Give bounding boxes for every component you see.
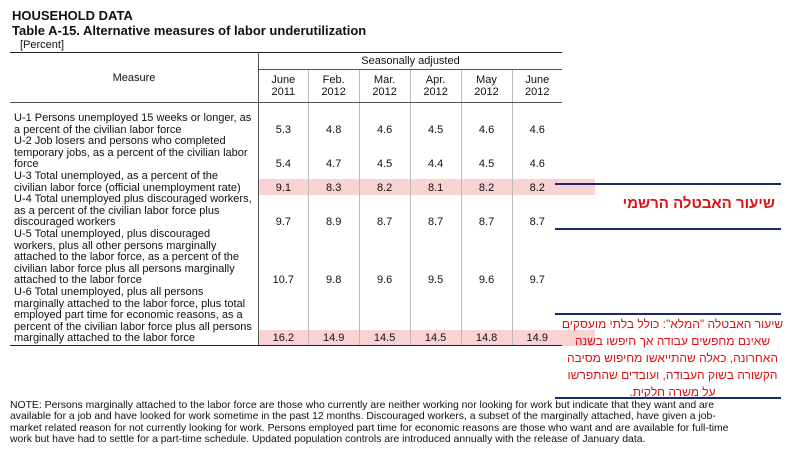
cell: 14.8 xyxy=(461,286,513,346)
cell: 5.4 xyxy=(258,136,309,171)
cell: 8.9 xyxy=(308,194,360,229)
divider xyxy=(555,183,781,185)
cell: 14.9 xyxy=(308,286,360,346)
table-row: U-4 Total unemployed plus discouraged wo… xyxy=(10,193,562,229)
cell: 4.8 xyxy=(308,102,360,137)
column-month: Feb. xyxy=(322,74,345,86)
cell: 9.6 xyxy=(359,228,411,287)
table-row: U-6 Total unemployed, plus all persons m… xyxy=(10,286,562,346)
cell: 8.7 xyxy=(529,216,545,229)
cell: 14.9 xyxy=(512,286,562,346)
cell: 4.7 xyxy=(308,136,360,171)
column-header: May 2012 xyxy=(461,69,513,103)
column-year: 2012 xyxy=(474,86,499,98)
cell: 8.7 xyxy=(461,194,513,229)
cell: 9.1 xyxy=(258,170,309,195)
column-month: Apr. xyxy=(425,74,446,86)
cell: 9.5 xyxy=(410,228,462,287)
note: NOTE: Persons marginally attached to the… xyxy=(10,400,729,446)
table-row: U-5 Total unemployed, plus discouraged w… xyxy=(10,228,562,287)
cell: 9.8 xyxy=(308,228,360,287)
data-table: Measure Seasonally adjusted June 2011 Feb.… xyxy=(10,52,562,346)
cell: 8.7 xyxy=(410,194,462,229)
table-title: Table A-15. Alternative measures of labo… xyxy=(12,23,367,38)
cell: 4.5 xyxy=(410,102,462,137)
cell: 4.5 xyxy=(359,136,411,171)
column-year: 2012 xyxy=(525,86,550,98)
divider xyxy=(555,313,781,315)
cell: 4.5 xyxy=(461,136,513,171)
column-year: 2012 xyxy=(423,86,448,98)
cell: 16.2 xyxy=(258,286,309,346)
row-label: U-4 Total unemployed plus discouraged wo… xyxy=(10,193,259,229)
cell: 8.3 xyxy=(308,170,360,195)
annotation: שיעור האבטלה הרשמי xyxy=(622,195,775,212)
cell: 4.6 xyxy=(359,102,411,137)
row-label: U-2 Job losers and persons who completed… xyxy=(10,135,259,171)
row-label: U-3 Total unemployed, as a percent of th… xyxy=(10,170,259,195)
column-month: June xyxy=(525,74,550,86)
cell: 8.2 xyxy=(461,170,513,195)
measure-header: Measure xyxy=(10,52,259,103)
cell: 14.5 xyxy=(410,286,462,346)
cell: 8.2 xyxy=(359,170,411,195)
cell: 8.7 xyxy=(359,194,411,229)
column-year: 2011 xyxy=(271,86,296,98)
annotation: שיעור האבטלה "המלא": כולל בלתי מועסקים ש… xyxy=(561,317,784,399)
cell: 4.4 xyxy=(410,136,462,171)
table-row: U-2 Job losers and persons who completed… xyxy=(10,135,562,171)
table-row: U-3 Total unemployed, as a percent of th… xyxy=(10,170,562,195)
group-header: Seasonally adjusted xyxy=(258,52,562,70)
section-title: HOUSEHOLD DATA xyxy=(12,8,133,23)
column-year: 2012 xyxy=(321,86,346,98)
cell: 14.5 xyxy=(359,286,411,346)
row-label: U-1 Persons unemployed 15 weeks or longe… xyxy=(10,102,259,137)
column-month: June xyxy=(271,74,296,86)
row-label: U-6 Total unemployed, plus all persons m… xyxy=(10,286,259,346)
column-header: June 2011 xyxy=(258,69,309,103)
divider xyxy=(555,397,781,399)
column-year: 2012 xyxy=(372,86,397,98)
cell: 8.1 xyxy=(410,170,462,195)
row-label: U-5 Total unemployed, plus discouraged w… xyxy=(10,228,259,287)
cell: 4.6 xyxy=(529,123,545,136)
divider xyxy=(555,228,781,230)
cell: 8.2 xyxy=(529,181,545,194)
cell: 10.7 xyxy=(258,228,309,287)
unit: [Percent] xyxy=(20,39,65,51)
column-month: Mar. xyxy=(373,74,396,86)
column-month: May xyxy=(476,74,497,86)
column-header: June 2012 xyxy=(512,69,562,103)
cell: 4.6 xyxy=(529,158,545,171)
column-header: Apr. 2012 xyxy=(410,69,462,103)
cell: 9.6 xyxy=(461,228,513,287)
cell: 9.7 xyxy=(529,274,545,287)
column-header: Mar. 2012 xyxy=(359,69,411,103)
table-row: U-1 Persons unemployed 15 weeks or longe… xyxy=(10,102,562,137)
cell: 4.6 xyxy=(461,102,513,137)
column-header: Feb. 2012 xyxy=(308,69,360,103)
cell: 5.3 xyxy=(258,102,309,137)
cell: 9.7 xyxy=(258,194,309,229)
